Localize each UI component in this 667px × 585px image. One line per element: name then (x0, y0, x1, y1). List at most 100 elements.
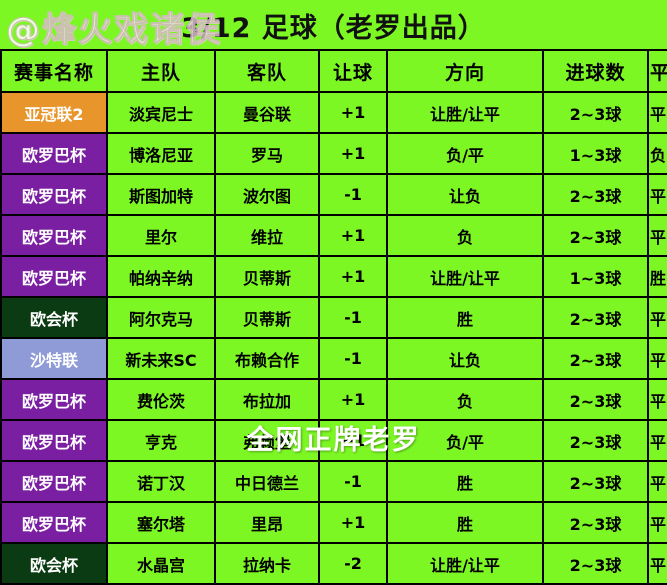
cell-goals: 2~3球 (542, 173, 649, 216)
cell-home: 淡宾尼士 (106, 91, 216, 134)
table-row: 欧会杯 阿尔克马 贝蒂斯 -1 胜 2~3球平 (0, 296, 667, 339)
cell-goals: 2~3球 (542, 378, 649, 421)
cell-competition: 欧罗巴杯 (0, 214, 108, 257)
cell-away: 曼谷联 (214, 91, 320, 134)
header-away: 客队 (214, 49, 320, 93)
header-handicap: 让球 (318, 49, 388, 93)
cell-goals: 2~3球 (542, 296, 649, 339)
cell-home: 水晶宫 (106, 542, 216, 585)
cell-draw: 平 (647, 91, 667, 134)
cell-direction: 负/平 (386, 419, 544, 462)
cell-home: 费伦茨 (106, 378, 216, 421)
cell-draw: 负 (647, 132, 667, 175)
header-goals: 进球数 (542, 49, 649, 93)
cell-away: 波尔图 (214, 173, 320, 216)
cell-competition: 欧罗巴杯 (0, 501, 108, 544)
cell-direction: 胜 (386, 501, 544, 544)
cell-draw: 平 (647, 296, 667, 339)
cell-draw: 平 (647, 214, 667, 257)
table-row: 欧罗巴杯 亨克 弗赖堡 +1 负/平 2~3球平 (0, 419, 667, 462)
cell-direction: 负 (386, 214, 544, 257)
table-row: 欧罗巴杯 斯图加特 波尔图 -1 让负 2~3球平 (0, 173, 667, 216)
cell-home: 斯图加特 (106, 173, 216, 216)
cell-home: 里尔 (106, 214, 216, 257)
cell-goals: 2~3球 (542, 542, 649, 585)
cell-competition: 欧罗巴杯 (0, 378, 108, 421)
header-direction: 方向 (386, 49, 544, 93)
match-table: 赛事名称 主队 客队 让球 方向 进球数 平 亚冠联2 淡宾尼士 曼谷联 +1 让胜/让… (0, 49, 667, 585)
cell-handicap: +1 (318, 378, 388, 421)
cell-competition: 欧罗巴杯 (0, 255, 108, 298)
cell-goals: 1~3球 (542, 255, 649, 298)
cell-competition: 欧罗巴杯 (0, 460, 108, 503)
cell-goals: 1~3球 (542, 132, 649, 175)
table-row: 欧罗巴杯 里尔 维拉 +1 负 2~3球平 (0, 214, 667, 257)
cell-direction: 让胜/让平 (386, 91, 544, 134)
cell-handicap: +1 (318, 132, 388, 175)
header-competition: 赛事名称 (0, 49, 108, 93)
table-row: 欧会杯 水晶宫 拉纳卡 -2 让胜/让平 2~3球平 (0, 542, 667, 585)
cell-handicap: -1 (318, 173, 388, 216)
cell-competition: 欧会杯 (0, 296, 108, 339)
cell-goals: 2~3球 (542, 460, 649, 503)
cell-handicap: +1 (318, 501, 388, 544)
cell-draw: 平 (647, 378, 667, 421)
table-row: 欧罗巴杯 塞尔塔 里昂 +1 胜 2~3球平 (0, 501, 667, 544)
cell-home: 亨克 (106, 419, 216, 462)
page-title: 3/12 足球（老罗出品） (181, 13, 486, 44)
cell-home: 博洛尼亚 (106, 132, 216, 175)
cell-goals: 2~3球 (542, 501, 649, 544)
cell-competition: 欧罗巴杯 (0, 173, 108, 216)
cell-competition: 欧罗巴杯 (0, 419, 108, 462)
header-draw: 平 (647, 49, 667, 93)
cell-home: 诺丁汉 (106, 460, 216, 503)
cell-away: 里昂 (214, 501, 320, 544)
cell-draw: 平 (647, 542, 667, 585)
header-home: 主队 (106, 49, 216, 93)
cell-direction: 让胜/让平 (386, 542, 544, 585)
cell-handicap: +1 (318, 214, 388, 257)
cell-away: 布赖合作 (214, 337, 320, 380)
cell-direction: 让负 (386, 173, 544, 216)
cell-draw: 平 (647, 501, 667, 544)
cell-handicap: -2 (318, 542, 388, 585)
cell-draw: 平 (647, 419, 667, 462)
cell-competition: 欧罗巴杯 (0, 132, 108, 175)
cell-competition: 沙特联 (0, 337, 108, 380)
cell-competition: 亚冠联2 (0, 91, 108, 134)
cell-handicap: -1 (318, 460, 388, 503)
cell-direction: 负/平 (386, 132, 544, 175)
cell-direction: 让胜/让平 (386, 255, 544, 298)
table-row: 欧罗巴杯 帕纳辛纳 贝蒂斯 +1 让胜/让平 1~3球胜 (0, 255, 667, 298)
table-body: 亚冠联2 淡宾尼士 曼谷联 +1 让胜/让平 2~3球平欧罗巴杯 博洛尼亚 罗马 +1 负/平 1~… (0, 91, 667, 585)
cell-away: 贝蒂斯 (214, 255, 320, 298)
cell-draw: 胜 (647, 255, 667, 298)
cell-handicap: +1 (318, 419, 388, 462)
table-row: 欧罗巴杯 博洛尼亚 罗马 +1 负/平 1~3球负 (0, 132, 667, 175)
table-row: 亚冠联2 淡宾尼士 曼谷联 +1 让胜/让平 2~3球平 (0, 91, 667, 134)
cell-handicap: -1 (318, 296, 388, 339)
cell-draw: 平 (647, 337, 667, 380)
table-row: 欧罗巴杯 费伦茨 布拉加 +1 负 2~3球平 (0, 378, 667, 421)
cell-away: 贝蒂斯 (214, 296, 320, 339)
table-row: 沙特联 新未来SC 布赖合作 -1 让负 2~3球平 (0, 337, 667, 380)
cell-direction: 胜 (386, 296, 544, 339)
cell-away: 布拉加 (214, 378, 320, 421)
table-row: 欧罗巴杯 诺丁汉 中日德兰 -1 胜 2~3球平 (0, 460, 667, 503)
cell-goals: 2~3球 (542, 419, 649, 462)
cell-away: 中日德兰 (214, 460, 320, 503)
cell-handicap: +1 (318, 255, 388, 298)
cell-goals: 2~3球 (542, 214, 649, 257)
cell-away: 弗赖堡 (214, 419, 320, 462)
cell-goals: 2~3球 (542, 91, 649, 134)
cell-direction: 让负 (386, 337, 544, 380)
cell-draw: 平 (647, 173, 667, 216)
cell-home: 帕纳辛纳 (106, 255, 216, 298)
cell-away: 维拉 (214, 214, 320, 257)
cell-home: 塞尔塔 (106, 501, 216, 544)
cell-away: 罗马 (214, 132, 320, 175)
cell-away: 拉纳卡 (214, 542, 320, 585)
cell-draw: 平 (647, 460, 667, 503)
cell-handicap: -1 (318, 337, 388, 380)
cell-home: 阿尔克马 (106, 296, 216, 339)
